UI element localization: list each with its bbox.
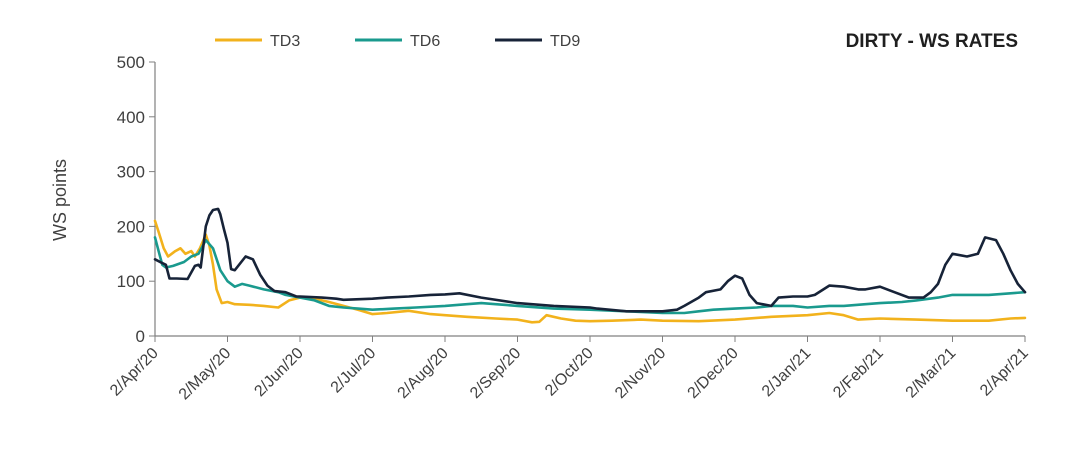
x-tick-label: 2/Apr/20 <box>107 345 162 400</box>
x-tick-label: 2/May/20 <box>176 345 235 404</box>
x-tick-label: 2/Feb/21 <box>830 345 887 402</box>
x-tick-label: 2/Aug/20 <box>395 345 452 402</box>
y-tick-label: 400 <box>117 108 145 127</box>
chart-title: DIRTY - WS RATES <box>846 31 1018 52</box>
series-line-td6 <box>153 236 1027 315</box>
legend-label-td9: TD9 <box>550 33 580 50</box>
series-group <box>153 207 1027 324</box>
y-tick-label: 200 <box>117 217 145 236</box>
x-tick-label: 2/Jun/20 <box>251 345 306 400</box>
x-tick-label: 2/Dec/20 <box>685 345 742 402</box>
legend: TD3 TD6 TD9 <box>215 33 580 50</box>
x-tick-label: 2/Sep/20 <box>467 345 524 402</box>
y-tick-label: 500 <box>117 53 145 72</box>
series-line-td3 <box>153 219 1027 324</box>
y-tick-label: 0 <box>136 327 145 346</box>
x-tick-label: 2/Oct/20 <box>542 345 597 400</box>
x-tick-label: 2/Nov/20 <box>612 345 669 402</box>
x-tick-label: 2/Jan/21 <box>759 345 814 400</box>
x-tick-label: 2/Apr/21 <box>977 345 1032 400</box>
y-tick-label: 300 <box>117 163 145 182</box>
axes: 0 100 200 300 400 500 2/Apr/20 2/May/20 2/Jun/20… <box>107 53 1032 403</box>
y-axis-label: WS points <box>50 159 70 241</box>
series-line-td9 <box>153 207 1027 313</box>
x-tick-label: 2/Jul/20 <box>328 345 380 397</box>
x-tick-label: 2/Mar/21 <box>903 345 960 402</box>
y-tick-label: 100 <box>117 272 145 291</box>
legend-label-td3: TD3 <box>270 33 300 50</box>
legend-label-td6: TD6 <box>410 33 440 50</box>
